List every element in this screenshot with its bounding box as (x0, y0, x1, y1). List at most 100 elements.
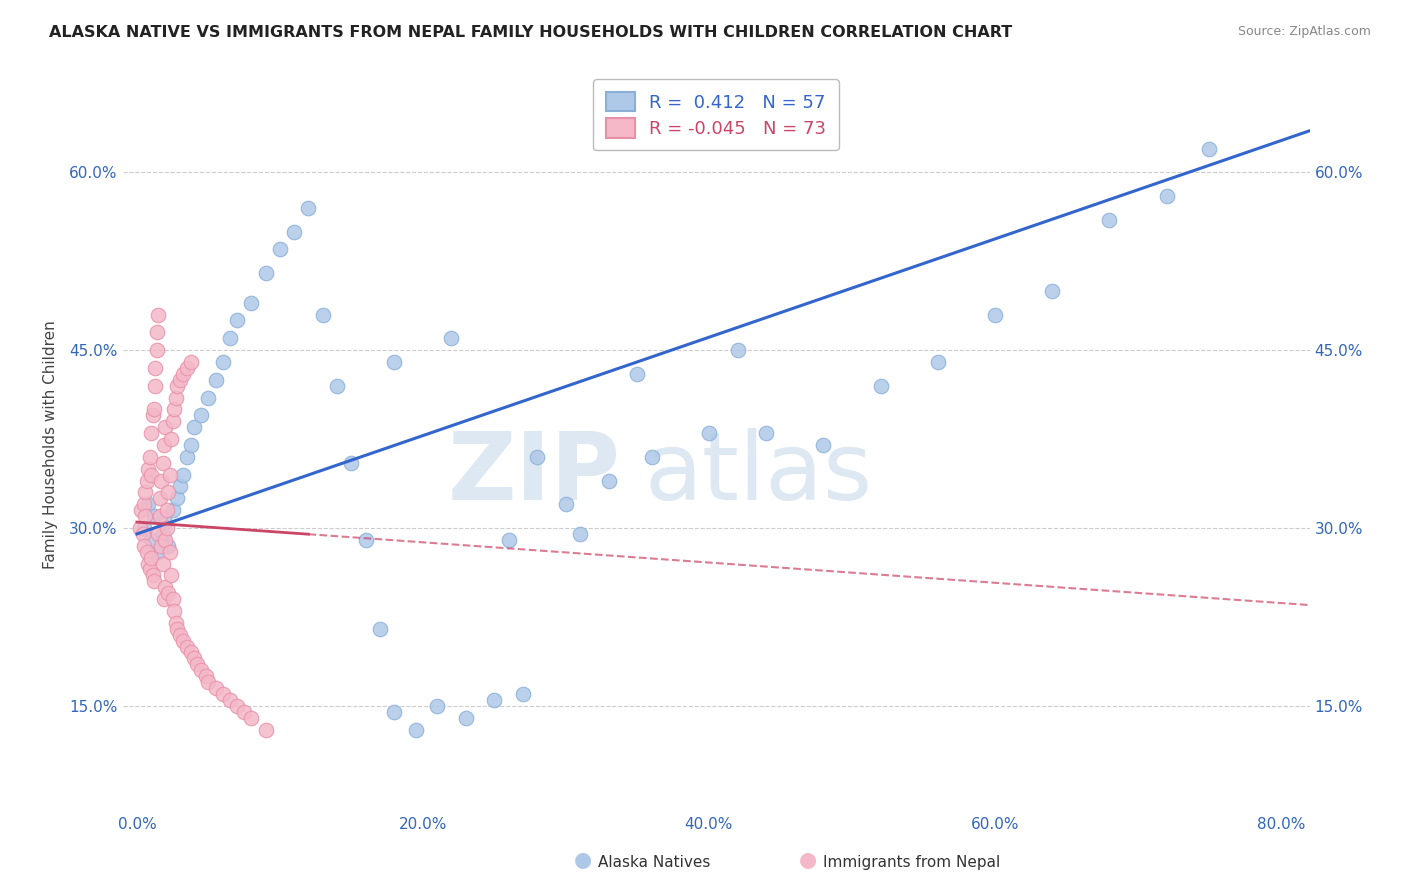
Point (152, 456, 174, 470)
Text: ZIP: ZIP (449, 428, 621, 520)
Point (132, 497, 155, 511)
Point (159, 544, 181, 558)
Point (166, 491, 188, 506)
Point (312, 308, 335, 322)
Point (134, 509, 156, 524)
Point (132, 521, 155, 535)
Point (204, 681, 226, 695)
Point (136, 497, 159, 511)
Point (484, 693, 506, 707)
Point (176, 360, 198, 375)
Point (233, 705, 256, 719)
Point (218, 693, 240, 707)
Point (190, 663, 212, 677)
Point (254, 723, 277, 737)
Text: Immigrants from Nepal: Immigrants from Nepal (823, 855, 1000, 870)
Point (641, 450, 664, 464)
Point (180, 355, 202, 369)
Point (927, 355, 949, 369)
Point (813, 438, 835, 452)
Point (1040, 284, 1063, 298)
Point (149, 491, 172, 506)
Point (165, 615, 187, 630)
Point (141, 467, 163, 482)
Point (141, 533, 163, 547)
Legend: R =  0.412   N = 57, R = -0.045   N = 73: R = 0.412 N = 57, R = -0.045 N = 73 (593, 79, 839, 151)
Point (426, 698, 449, 713)
Point (226, 698, 249, 713)
Point (160, 432, 183, 446)
Point (152, 557, 174, 571)
Point (326, 378, 349, 392)
Point (984, 308, 1007, 322)
Point (197, 675, 219, 690)
Point (204, 373, 226, 387)
Text: ●: ● (800, 850, 817, 870)
Point (146, 326, 169, 340)
Point (1198, 142, 1220, 156)
Text: Source: ZipAtlas.com: Source: ZipAtlas.com (1237, 25, 1371, 38)
Point (755, 426, 778, 441)
Point (368, 622, 391, 636)
Point (169, 628, 191, 642)
Point (218, 331, 240, 345)
Point (211, 687, 233, 701)
Point (157, 539, 180, 553)
Point (226, 313, 249, 327)
Point (148, 527, 170, 541)
Point (159, 467, 181, 482)
Point (153, 592, 176, 607)
Point (1098, 212, 1121, 227)
Point (1156, 189, 1178, 203)
Point (163, 402, 186, 417)
Point (156, 503, 179, 517)
Point (139, 562, 162, 576)
Text: Alaska Natives: Alaska Natives (598, 855, 710, 870)
Point (382, 355, 405, 369)
Point (155, 580, 177, 594)
Point (162, 414, 184, 428)
Point (136, 557, 159, 571)
Point (554, 497, 576, 511)
Point (135, 474, 157, 488)
Point (340, 456, 363, 470)
Point (165, 391, 187, 405)
Point (153, 438, 176, 452)
Point (136, 461, 159, 475)
Point (283, 225, 305, 239)
Point (254, 266, 277, 280)
Point (135, 544, 157, 558)
Point (382, 705, 405, 719)
Point (727, 343, 749, 358)
Point (169, 373, 191, 387)
Point (145, 360, 167, 375)
Text: ●: ● (575, 850, 592, 870)
Point (297, 201, 319, 215)
Point (139, 450, 162, 464)
Point (354, 533, 377, 547)
Point (149, 509, 172, 524)
Point (131, 527, 153, 541)
Point (160, 568, 183, 582)
Point (211, 355, 233, 369)
Point (155, 420, 177, 434)
Point (134, 485, 156, 500)
Point (172, 367, 194, 381)
Point (166, 378, 188, 392)
Point (172, 633, 194, 648)
Point (141, 550, 163, 565)
Point (269, 243, 291, 257)
Point (454, 711, 477, 725)
Point (169, 479, 191, 493)
Point (155, 515, 177, 529)
Point (697, 426, 720, 441)
Point (162, 592, 184, 607)
Point (512, 687, 534, 701)
Point (142, 409, 165, 423)
Point (183, 651, 205, 665)
Point (157, 586, 180, 600)
Point (162, 503, 184, 517)
Point (132, 539, 155, 553)
Point (148, 544, 170, 558)
Point (129, 503, 152, 517)
